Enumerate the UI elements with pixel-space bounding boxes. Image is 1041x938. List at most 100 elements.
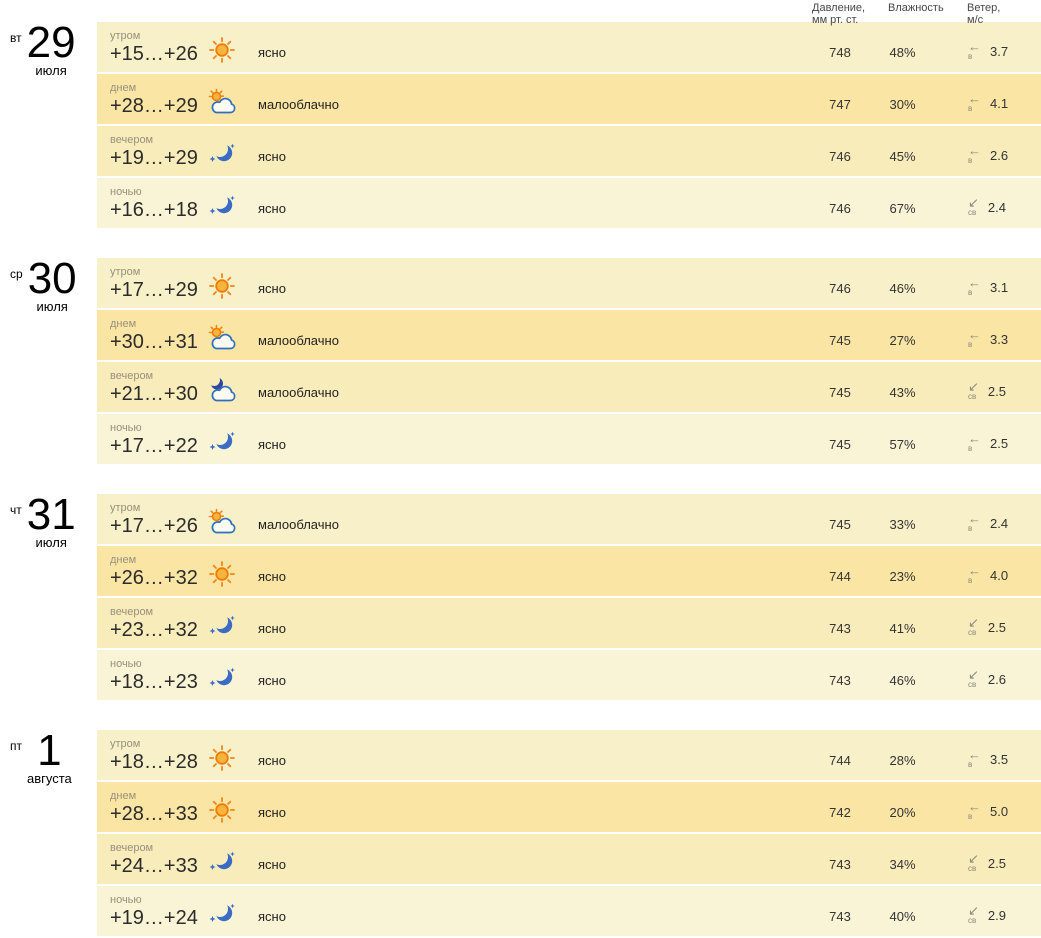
wind-direction-icon: ← в bbox=[968, 143, 981, 165]
wind-direction-label: в bbox=[968, 812, 973, 821]
temperature-range: +21…+30 bbox=[110, 382, 198, 405]
humidity-value: 45% bbox=[889, 148, 916, 164]
humidity-value: 34% bbox=[889, 856, 916, 872]
condition-text: ясно bbox=[258, 436, 286, 452]
temperature-cell: днем +30…+31 bbox=[97, 318, 207, 353]
forecast-row: днем +28…+29 малооблачно 747 30% ← в 4.1 bbox=[97, 74, 1041, 124]
temperature-range: +19…+24 bbox=[110, 906, 198, 929]
time-of-day-label: ночью bbox=[110, 421, 142, 434]
wind-cell: ↙ св 2.5 bbox=[930, 852, 1041, 873]
wind-cell: ← в 2.5 bbox=[930, 432, 1041, 453]
humidity-value: 48% bbox=[889, 44, 916, 60]
wind-cell: ↙ св 2.5 bbox=[930, 380, 1041, 401]
sun-cloud-icon bbox=[207, 508, 255, 536]
wind-cell: ← в 3.1 bbox=[930, 276, 1041, 297]
date-number: 30 bbox=[27, 254, 77, 303]
time-of-day-label: утром bbox=[110, 501, 141, 514]
day-block: чт 31 июля утром +17…+26 малооблачно 745… bbox=[0, 493, 1041, 702]
temperature-cell: днем +28…+33 bbox=[97, 790, 207, 825]
condition-text: ясно bbox=[258, 148, 286, 164]
temperature-range: +24…+33 bbox=[110, 854, 198, 877]
time-of-day-label: днем bbox=[110, 81, 137, 94]
pressure-value: 743 bbox=[829, 856, 851, 872]
pressure-column-header: Давление, мм рт. ст. bbox=[812, 2, 866, 26]
wind-direction-icon: ↙ св bbox=[968, 195, 979, 217]
wind-speed: 4.0 bbox=[990, 567, 1009, 583]
forecast-row: днем +28…+33 ясно 742 20% ← в 5.0 bbox=[97, 782, 1041, 832]
wind-speed: 2.5 bbox=[987, 619, 1006, 635]
wind-speed: 2.6 bbox=[987, 671, 1006, 687]
day-rows: утром +17…+29 ясно 746 46% ← в 3.1 днем +… bbox=[97, 258, 1041, 466]
sun-icon bbox=[207, 743, 255, 773]
time-of-day-label: днем bbox=[110, 317, 137, 330]
date-number: 1 bbox=[37, 726, 62, 775]
pressure-value: 744 bbox=[829, 752, 851, 768]
time-of-day-label: утром bbox=[110, 29, 141, 42]
humidity-value: 20% bbox=[889, 804, 916, 820]
wind-speed: 2.4 bbox=[990, 515, 1009, 531]
temperature-range: +17…+29 bbox=[110, 278, 198, 301]
day-of-week: вт bbox=[10, 31, 22, 45]
pressure-value: 745 bbox=[829, 332, 851, 348]
pressure-value: 748 bbox=[829, 44, 851, 60]
weather-forecast-table: вт 29 июля утром +15…+26 ясно 748 48% ← в… bbox=[0, 21, 1041, 938]
wind-direction-icon: ↙ св bbox=[968, 903, 979, 925]
wind-speed: 2.6 bbox=[990, 147, 1009, 163]
wind-direction-icon: ← в bbox=[968, 563, 981, 585]
moon-icon bbox=[207, 612, 255, 640]
wind-direction-label: в bbox=[968, 288, 973, 297]
wind-direction-label: в bbox=[968, 52, 973, 61]
day-block: пт 1 августа утром +18…+28 ясно 744 28% … bbox=[0, 726, 1041, 938]
temperature-cell: днем +26…+32 bbox=[97, 554, 207, 589]
day-rows: утром +18…+28 ясно 744 28% ← в 3.5 днем +… bbox=[97, 730, 1041, 938]
temperature-range: +28…+29 bbox=[110, 94, 198, 117]
forecast-row: вечером +19…+29 ясно 746 45% ← в 2.6 bbox=[97, 126, 1041, 176]
month-name: августа bbox=[27, 771, 72, 786]
wind-cell: ← в 2.6 bbox=[930, 143, 1041, 165]
moon-icon bbox=[207, 664, 255, 692]
wind-speed: 2.4 bbox=[987, 199, 1006, 215]
time-of-day-label: утром bbox=[110, 265, 141, 278]
time-of-day-label: ночью bbox=[110, 657, 142, 670]
humidity-value: 46% bbox=[889, 672, 916, 688]
pressure-value: 743 bbox=[829, 672, 851, 688]
wind-cell: ← в 2.4 bbox=[930, 512, 1041, 533]
condition-text: ясно bbox=[258, 804, 286, 820]
moon-icon bbox=[207, 192, 255, 220]
wind-speed: 5.0 bbox=[990, 803, 1009, 819]
month-name: июля bbox=[36, 299, 68, 314]
sun-cloud-icon bbox=[207, 324, 255, 352]
forecast-row: вечером +24…+33 ясно 743 34% ↙ св 2.5 bbox=[97, 834, 1041, 884]
wind-cell: ← в 3.5 bbox=[930, 748, 1041, 769]
temperature-cell: вечером +24…+33 bbox=[97, 842, 207, 877]
sun-icon bbox=[207, 35, 255, 65]
humidity-value: 33% bbox=[889, 516, 916, 532]
wind-speed: 3.3 bbox=[990, 331, 1009, 347]
wind-column-header: Ветер, м/с bbox=[967, 2, 1001, 26]
time-of-day-label: вечером bbox=[110, 841, 154, 854]
wind-cell: ← в 3.7 bbox=[930, 40, 1041, 61]
temperature-cell: вечером +23…+32 bbox=[97, 606, 207, 641]
wind-direction-label: св bbox=[968, 864, 977, 873]
temperature-range: +26…+32 bbox=[110, 566, 198, 589]
condition-text: ясно bbox=[258, 568, 286, 584]
date-column: вт 29 июля bbox=[0, 21, 97, 230]
month-name: июля bbox=[35, 535, 67, 550]
pressure-value: 745 bbox=[829, 436, 851, 452]
day-of-week: чт bbox=[10, 503, 22, 517]
wind-cell: ← в 5.0 bbox=[930, 799, 1041, 821]
table-column-headers: Давление, мм рт. ст. Влажность Ветер, м/… bbox=[0, 0, 1041, 26]
day-rows: утром +15…+26 ясно 748 48% ← в 3.7 днем +… bbox=[97, 22, 1041, 230]
condition-text: ясно bbox=[258, 672, 286, 688]
forecast-row: днем +30…+31 малооблачно 745 27% ← в 3.3 bbox=[97, 310, 1041, 360]
wind-cell: ← в 4.0 bbox=[930, 563, 1041, 585]
pressure-value: 743 bbox=[829, 908, 851, 924]
wind-direction-label: в bbox=[968, 524, 973, 533]
condition-text: ясно bbox=[258, 280, 286, 296]
forecast-row: ночью +16…+18 ясно 746 67% ↙ св 2.4 bbox=[97, 178, 1041, 228]
temperature-cell: утром +15…+26 bbox=[97, 30, 207, 65]
wind-direction-icon: ← в bbox=[968, 799, 981, 821]
temperature-cell: утром +18…+28 bbox=[97, 738, 207, 773]
day-of-week: ср bbox=[10, 267, 23, 281]
wind-direction-label: в bbox=[968, 576, 973, 585]
